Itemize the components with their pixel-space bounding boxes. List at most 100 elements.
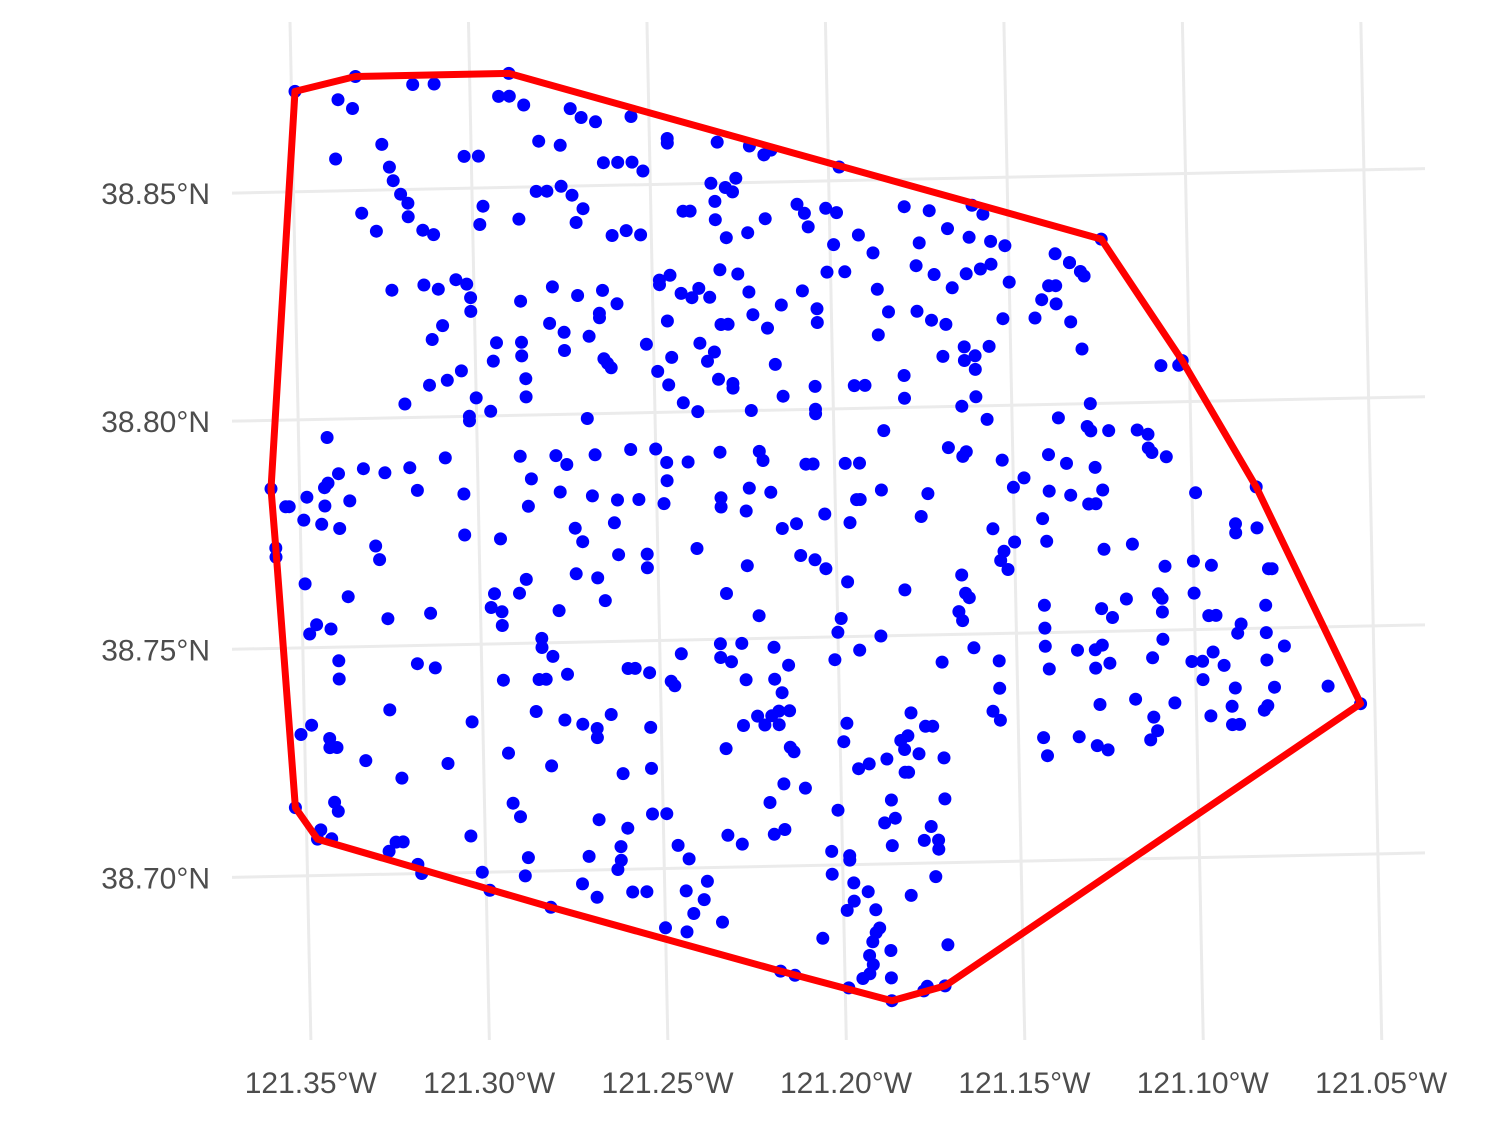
sample-point <box>758 718 772 732</box>
sample-point <box>625 155 639 169</box>
sample-point <box>776 389 790 403</box>
sample-point <box>992 654 1006 668</box>
sample-point <box>604 708 618 721</box>
sample-point <box>927 268 941 281</box>
sample-point <box>847 379 861 393</box>
sample-point <box>401 210 415 224</box>
sample-point <box>937 751 951 765</box>
sample-point <box>449 273 463 287</box>
sample-point <box>798 781 812 795</box>
sample-point <box>777 777 791 791</box>
sample-point <box>840 716 854 730</box>
sample-point <box>936 349 950 363</box>
sample-point <box>909 259 923 273</box>
sample-point <box>403 461 417 475</box>
sample-point <box>938 792 952 806</box>
sample-point <box>576 202 590 216</box>
sample-point <box>318 499 332 513</box>
sample-point <box>794 549 808 562</box>
sample-point <box>1017 471 1031 485</box>
sample-point <box>708 194 722 208</box>
sample-point <box>645 761 658 775</box>
sample-point <box>518 869 532 883</box>
sample-point <box>676 396 690 410</box>
sample-point <box>616 767 630 781</box>
sample-point <box>332 467 345 481</box>
sample-point <box>729 171 743 185</box>
sample-point <box>605 229 619 242</box>
sample-point <box>582 849 596 863</box>
sample-point <box>640 561 654 575</box>
sample-point <box>1097 542 1111 556</box>
sample-point <box>502 746 515 760</box>
sample-point <box>427 228 441 242</box>
sample-point <box>1145 446 1159 459</box>
sample-point <box>1260 653 1274 667</box>
sample-point <box>484 404 498 418</box>
sample-point <box>775 686 789 700</box>
sample-point <box>1037 731 1051 745</box>
y-tick-label: 38.80°N <box>101 406 210 439</box>
sample-point <box>588 448 602 462</box>
sample-point <box>662 378 676 392</box>
sample-point <box>431 282 445 296</box>
sample-point <box>569 216 583 229</box>
sample-point <box>764 485 778 499</box>
sample-point <box>1146 651 1160 665</box>
sample-point <box>902 765 916 779</box>
sample-point <box>378 466 392 480</box>
sample-point <box>904 706 918 720</box>
sample-point <box>1144 733 1158 747</box>
sample-point <box>649 442 663 456</box>
sample-point <box>1250 521 1264 535</box>
sample-point <box>1262 562 1275 576</box>
sample-point <box>712 372 725 386</box>
sample-point <box>626 885 640 899</box>
sample-point <box>471 149 485 163</box>
sample-point <box>1204 558 1218 572</box>
sample-point <box>735 837 749 851</box>
sample-point <box>359 754 373 768</box>
sample-point <box>540 184 554 198</box>
x-tick-label: 121.30°W <box>423 1067 556 1100</box>
sample-point <box>713 263 727 277</box>
sample-point <box>778 823 792 836</box>
sample-point <box>598 594 612 608</box>
sample-point <box>924 820 938 833</box>
sample-point <box>1209 608 1223 622</box>
sample-point <box>1206 645 1220 659</box>
sample-point <box>532 134 546 148</box>
sample-point <box>976 207 990 221</box>
sample-point <box>973 262 987 276</box>
sample-point <box>708 213 722 227</box>
sample-point <box>513 586 526 600</box>
sample-point <box>852 762 866 776</box>
sample-point <box>716 915 729 929</box>
sample-point <box>851 228 865 242</box>
sample-point <box>1196 673 1210 687</box>
sample-point <box>758 212 772 226</box>
sample-point <box>921 487 935 501</box>
sample-point <box>1042 662 1056 676</box>
sample-point <box>401 196 415 210</box>
y-tick-label: 38.70°N <box>101 862 210 895</box>
sample-point <box>355 206 369 220</box>
sample-point <box>385 283 399 297</box>
sample-point <box>1049 279 1063 293</box>
sample-point <box>318 481 331 495</box>
sample-point <box>1048 247 1062 261</box>
sample-point <box>882 305 895 319</box>
sample-point <box>610 297 624 311</box>
sample-point <box>941 441 955 455</box>
sample-point <box>986 704 1000 718</box>
sample-point <box>731 267 745 281</box>
sample-point <box>841 575 855 589</box>
sample-point <box>463 414 476 428</box>
sample-point <box>1090 739 1104 753</box>
sample-point <box>768 357 782 371</box>
sample-point <box>898 743 912 756</box>
sample-point <box>632 493 646 506</box>
sample-point <box>739 673 753 687</box>
sample-point <box>1187 586 1201 600</box>
sample-point <box>560 458 574 471</box>
